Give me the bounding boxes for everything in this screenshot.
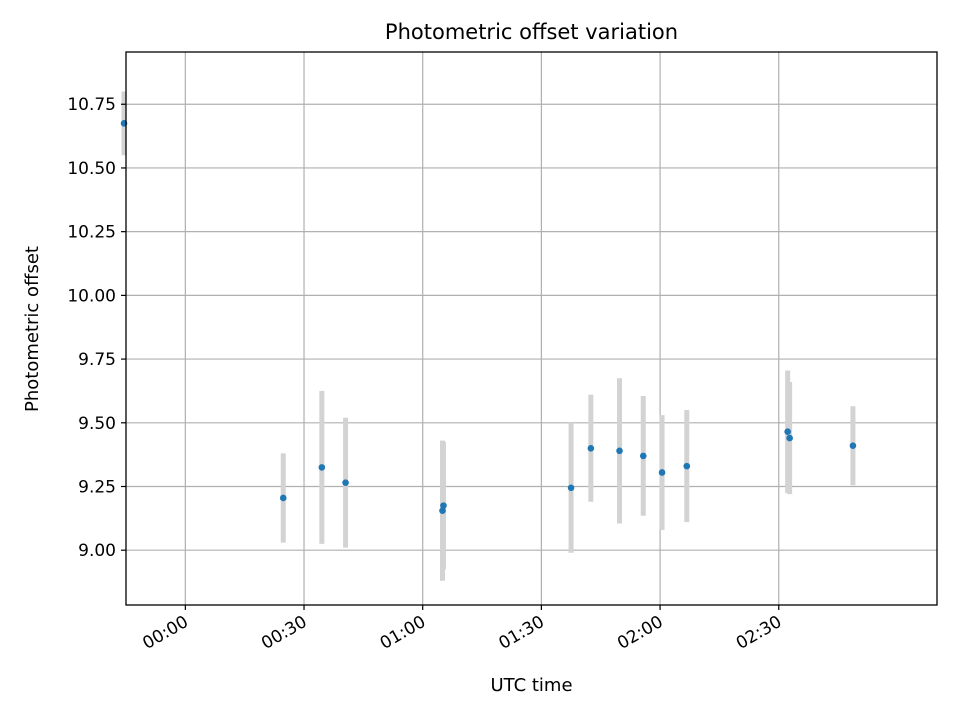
y-tick-label: 9.00 xyxy=(78,541,116,561)
x-tick-label: 02:00 xyxy=(614,612,666,654)
data-point xyxy=(658,469,666,476)
y-axis-label: Photometric offset xyxy=(22,246,43,412)
y-tick-label: 9.75 xyxy=(78,350,116,370)
y-tick-label: 10.25 xyxy=(67,223,116,243)
data-point xyxy=(616,447,623,455)
x-tick-label: 01:00 xyxy=(377,612,429,654)
y-tick-label: 10.75 xyxy=(67,95,116,115)
data-point xyxy=(784,428,791,436)
data-point xyxy=(849,442,857,450)
x-tick-label: 02:30 xyxy=(733,612,785,654)
data-point xyxy=(318,464,326,471)
y-tick-label: 10.50 xyxy=(67,159,116,179)
chart-title: Photometric offset variation xyxy=(385,20,678,44)
data-point xyxy=(587,444,595,452)
data-point xyxy=(786,434,793,442)
data-point-layer xyxy=(120,120,857,515)
x-tick-label: 00:30 xyxy=(258,612,310,654)
data-point xyxy=(683,462,691,470)
data-point xyxy=(440,502,447,509)
y-tick-label: 9.50 xyxy=(78,414,116,434)
data-point xyxy=(567,484,575,492)
plot-frame xyxy=(125,51,938,606)
grid-layer xyxy=(126,52,937,605)
x-tick-label: 00:00 xyxy=(139,612,191,654)
y-tick-label: 10.00 xyxy=(67,286,116,306)
x-axis-label: UTC time xyxy=(490,675,572,696)
x-tick-label: 01:30 xyxy=(495,612,547,654)
tick-layer: 00:00 00:30 01:00 01:30 02:00 02:30 9.00 9.25 9.… xyxy=(67,95,785,654)
data-point xyxy=(439,507,446,515)
error-bar-layer xyxy=(121,91,856,581)
y-tick-label: 9.25 xyxy=(78,478,116,498)
data-point xyxy=(279,494,287,502)
data-point xyxy=(639,452,647,460)
data-point xyxy=(342,479,349,486)
